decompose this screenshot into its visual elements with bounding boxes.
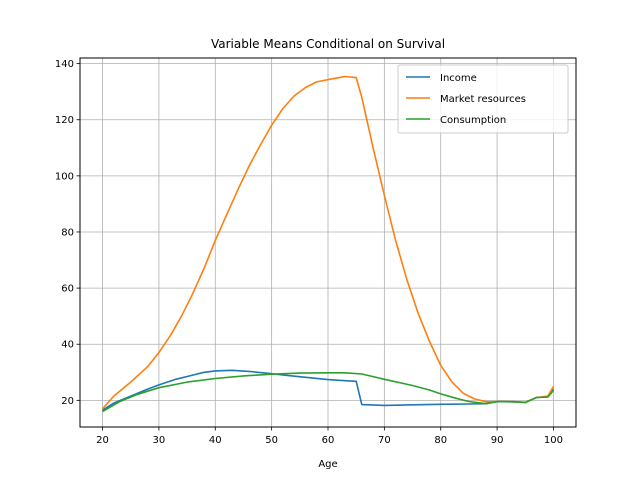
legend-label-income: Income bbox=[440, 73, 477, 84]
series-line-market-resources bbox=[101, 75, 555, 410]
legend: Income Market resources Consumption bbox=[397, 64, 569, 134]
y-tick-label: 140 bbox=[55, 59, 74, 70]
legend-box bbox=[397, 64, 569, 134]
x-tick-label: 70 bbox=[378, 435, 391, 446]
y-tick-label: 80 bbox=[61, 227, 74, 238]
x-tick-label: 100 bbox=[544, 435, 563, 446]
series-lines bbox=[101, 75, 555, 413]
y-tick-label: 120 bbox=[55, 115, 74, 126]
y-tick-label: 20 bbox=[61, 396, 74, 407]
x-tick-label: 80 bbox=[434, 435, 447, 446]
y-tick-label: 40 bbox=[61, 340, 74, 351]
x-tick-label: 90 bbox=[491, 435, 504, 446]
x-tick-label: 30 bbox=[153, 435, 166, 446]
grid-lines bbox=[80, 58, 576, 427]
y-tick-label: 100 bbox=[55, 171, 74, 182]
series-line-consumption bbox=[102, 372, 555, 413]
x-axis-label: Age bbox=[318, 459, 337, 470]
legend-label-consumption: Consumption bbox=[440, 115, 506, 126]
x-tick-label: 40 bbox=[209, 435, 222, 446]
x-tick-label: 20 bbox=[96, 435, 109, 446]
y-axis-ticks: 20 40 60 80 100 120 140 bbox=[55, 59, 80, 407]
x-axis-ticks: 20 30 40 50 60 70 80 90 100 bbox=[96, 427, 563, 446]
x-tick-label: 50 bbox=[265, 435, 278, 446]
y-tick-label: 60 bbox=[61, 284, 74, 295]
x-tick-label: 60 bbox=[322, 435, 335, 446]
legend-label-market-resources: Market resources bbox=[440, 94, 526, 105]
chart-title: Variable Means Conditional on Survival bbox=[211, 37, 445, 51]
